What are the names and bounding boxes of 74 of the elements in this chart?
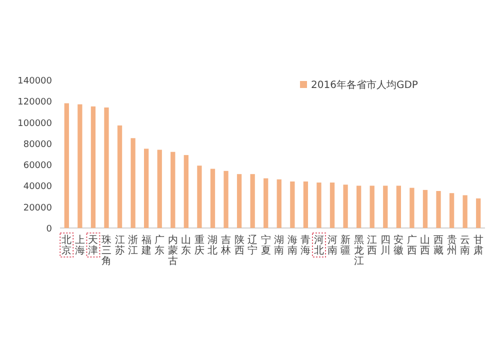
bar [130, 138, 136, 228]
x-tick-label: 云南 [460, 235, 470, 256]
bar [236, 174, 242, 228]
bar [410, 188, 414, 228]
x-tick-label: 贵州 [446, 234, 457, 256]
bar [117, 125, 122, 228]
bar [422, 190, 428, 228]
x-tick-label: 河南 [327, 234, 338, 256]
bar [197, 166, 202, 228]
x-tick-label: 辽宁 [248, 234, 258, 256]
x-tick-label: 甘肃 [473, 234, 484, 256]
x-tick-label: 安徽 [394, 234, 404, 256]
x-tick-label: 青海 [300, 234, 311, 256]
x-tick-label: 天津 [88, 235, 98, 256]
x-tick-label: 四川 [380, 235, 390, 256]
bar [78, 104, 82, 228]
x-tick-label: 新疆 [340, 234, 351, 256]
bar [64, 103, 69, 228]
x-tick-label: 湖南 [274, 234, 284, 256]
bar [330, 182, 335, 228]
x-tick-label: 江苏 [114, 234, 125, 256]
legend: 2016年各省市人均GDP [300, 80, 418, 91]
bar [370, 186, 374, 228]
y-tick-label: 60000 [23, 161, 52, 172]
y-tick-label: 120000 [18, 98, 52, 108]
x-tick-label: 福建 [140, 234, 152, 256]
x-tick-label: 山东 [181, 234, 192, 256]
bar [104, 107, 109, 228]
legend-label: 2016年各省市人均GDP [311, 79, 418, 91]
bar [264, 178, 268, 228]
bar [383, 186, 388, 228]
bar [170, 152, 176, 228]
bar [290, 181, 295, 228]
y-tick-label: 20000 [23, 203, 52, 214]
x-tick-label: 宁夏 [260, 234, 271, 256]
x-tick-label: 陕西 [234, 234, 244, 256]
x-tick-label: 北京 [62, 234, 72, 256]
y-tick-label: 0 [46, 224, 52, 234]
x-tick-label: 西藏 [434, 235, 444, 256]
bar [210, 168, 216, 228]
bar [449, 193, 454, 228]
bar [224, 170, 228, 228]
x-tick-label: 浙江 [128, 234, 138, 256]
y-tick-label: 100000 [18, 118, 52, 129]
bar [396, 186, 401, 228]
x-tick-label: 黑龙江 [354, 235, 364, 267]
y-tick-label: 80000 [23, 140, 52, 150]
bar [144, 148, 149, 228]
bar [90, 106, 96, 228]
x-tick-label: 吉林 [220, 234, 232, 256]
x-tick-label: 广东 [154, 234, 165, 256]
x-tick-label: 江西 [367, 234, 378, 256]
bar [476, 198, 481, 228]
x-tick-label: 湖北 [208, 234, 218, 256]
bar [343, 184, 348, 228]
bar [462, 195, 468, 228]
x-tick-label: 珠三角 [101, 234, 112, 267]
x-tick-label: 重庆 [194, 234, 204, 256]
y-tick-label: 140000 [18, 76, 52, 86]
bar [276, 179, 282, 228]
x-tick-label: 山西 [420, 234, 430, 256]
bar [184, 155, 188, 228]
x-tick-label: 海南 [287, 234, 298, 256]
bar [356, 186, 362, 228]
bar [303, 181, 308, 228]
x-tick-label: 上海 [74, 234, 85, 256]
bar [250, 174, 255, 228]
bar [436, 191, 441, 228]
x-tick-label: 河北 [314, 234, 324, 256]
y-tick-label: 40000 [23, 182, 52, 192]
x-tick-label: 内蒙古 [168, 234, 178, 267]
bar [157, 150, 162, 228]
x-tick-label: 广西 [406, 234, 417, 256]
bar [316, 182, 322, 228]
